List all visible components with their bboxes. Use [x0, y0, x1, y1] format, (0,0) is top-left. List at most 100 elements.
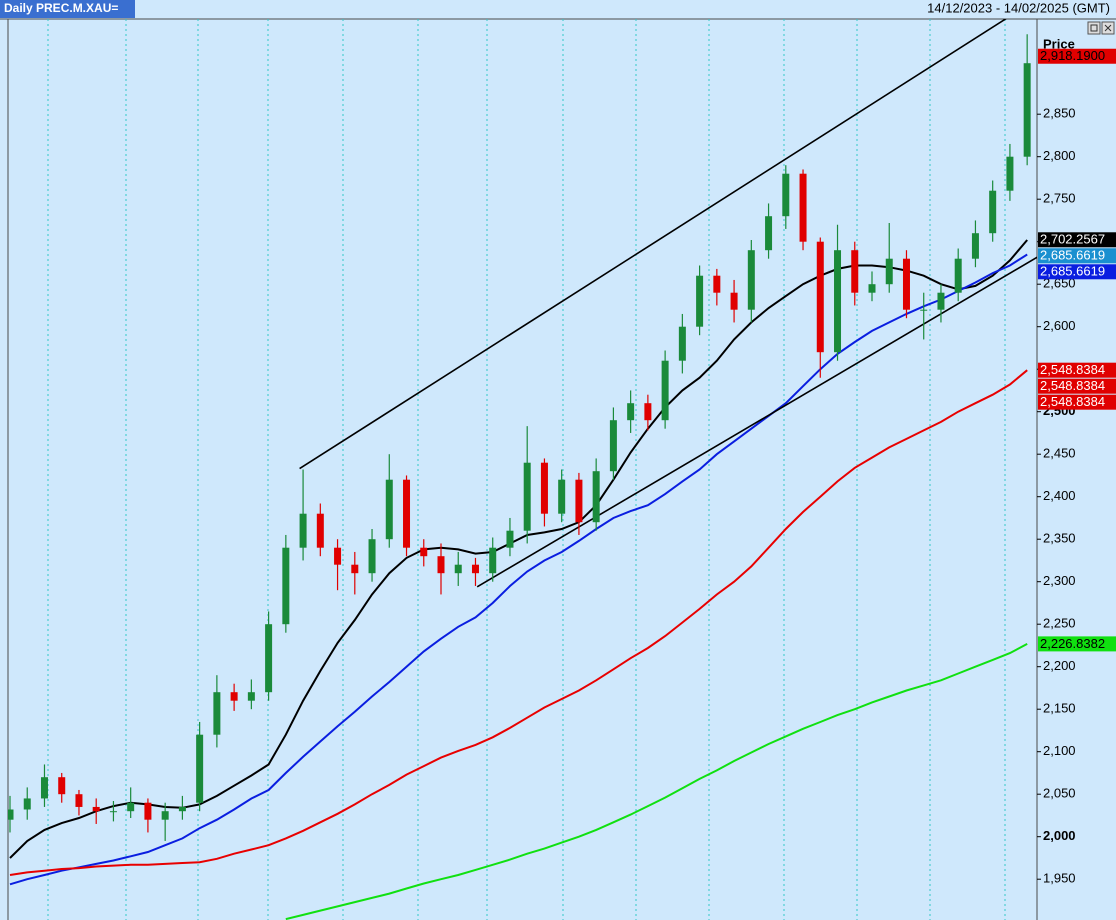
price-label: 2,548.8384	[1040, 378, 1105, 393]
trendline	[476, 256, 1037, 588]
price-label: 2,226.8382	[1040, 636, 1105, 651]
header-title-box	[0, 0, 135, 18]
close-icon	[1104, 24, 1112, 32]
candle-body	[282, 547, 290, 625]
candle-body	[506, 530, 514, 548]
price-label: 2,685.6619	[1040, 248, 1105, 263]
restore-button[interactable]	[1087, 21, 1101, 35]
candle-body	[40, 777, 48, 799]
candle-body	[403, 479, 411, 548]
price-label: 2,685.6619	[1040, 264, 1105, 279]
candle-body	[247, 692, 255, 701]
candle-body	[178, 806, 186, 812]
candle-body	[351, 564, 359, 574]
candle-body	[644, 403, 652, 421]
candle-body	[592, 471, 600, 523]
candle-body	[920, 309, 928, 311]
candle-body	[799, 173, 807, 242]
candle-body	[75, 794, 83, 807]
candle-body	[713, 275, 721, 293]
price-label: 2,702.2567	[1040, 232, 1105, 247]
y-axis-title: Price	[1043, 36, 1075, 51]
price-label-box	[1038, 394, 1116, 410]
candle-body	[782, 173, 790, 217]
candle-body	[58, 777, 66, 795]
candle-body	[144, 802, 152, 820]
candle-body	[385, 479, 393, 540]
candle-body	[575, 479, 583, 523]
candle-body	[23, 798, 31, 810]
candle-body	[954, 258, 962, 293]
price-label-box	[1038, 378, 1116, 394]
candle-body	[334, 547, 342, 565]
candle-body	[661, 360, 669, 421]
y-tick-label: 2,150	[1043, 701, 1076, 716]
candle-body	[937, 292, 945, 310]
y-tick-label: 2,250	[1043, 616, 1076, 631]
moving-average-line	[285, 643, 1028, 920]
trendline	[299, 19, 1008, 470]
candle-body	[265, 624, 273, 693]
candle-body	[1023, 63, 1031, 157]
candle-body	[851, 250, 859, 293]
price-label-box	[1038, 232, 1116, 248]
candle-body	[1006, 156, 1014, 191]
candle-body	[627, 403, 635, 421]
candle-body	[902, 258, 910, 310]
candle-body	[161, 811, 169, 820]
price-label: 2,918.1900	[1040, 48, 1105, 63]
restore-icon	[1090, 24, 1098, 32]
candle-body	[299, 513, 307, 548]
price-label-box	[1038, 362, 1116, 378]
candle-body	[420, 547, 428, 557]
candle-body	[765, 216, 773, 251]
price-axis: 1,950 2,000 2,050 2,100 2,150 2,200 2,250 2,300…	[1037, 48, 1116, 886]
candle-body	[747, 250, 755, 310]
candle-body	[885, 258, 893, 285]
candle-body	[816, 241, 824, 353]
y-tick-label: 2,100	[1043, 743, 1076, 758]
y-tick-label: 2,000	[1043, 828, 1076, 843]
y-tick-label: 1,950	[1043, 871, 1076, 886]
candle-body	[8, 809, 14, 820]
candle-body	[437, 556, 445, 574]
chart-title: Daily PREC.M.XAU=	[4, 1, 118, 15]
y-tick-label: 2,400	[1043, 488, 1076, 503]
candle-body	[196, 734, 204, 803]
y-tick-label: 2,600	[1043, 318, 1076, 333]
candle-body	[316, 513, 324, 548]
price-label-box	[1038, 264, 1116, 280]
candle-body	[868, 284, 876, 293]
candle-body	[213, 692, 221, 735]
price-label-box	[1038, 48, 1116, 64]
candle-body	[471, 564, 479, 574]
candle-body	[454, 564, 462, 574]
candle-body	[523, 462, 531, 531]
moving-average-line	[9, 369, 1028, 876]
candle-body	[540, 462, 548, 514]
candle-body	[971, 233, 979, 259]
y-tick-label: 2,300	[1043, 573, 1076, 588]
candle-body	[368, 539, 376, 574]
candle-body	[92, 806, 100, 812]
y-tick-label: 2,350	[1043, 531, 1076, 546]
candle-body	[609, 420, 617, 472]
price-label: 2,548.8384	[1040, 394, 1105, 409]
price-label-box	[1038, 636, 1116, 652]
candle-body	[230, 692, 238, 701]
candle-body	[109, 811, 117, 813]
y-tick-label: 2,850	[1043, 106, 1076, 121]
y-tick-label: 2,050	[1043, 786, 1076, 801]
candle-body	[127, 802, 135, 812]
candle-body	[678, 326, 686, 361]
candle-body	[558, 479, 566, 514]
y-tick-label: 2,450	[1043, 446, 1076, 461]
y-tick-label: 2,650	[1043, 276, 1076, 291]
header-bar	[0, 0, 1116, 18]
candle-body	[489, 547, 497, 574]
candle-body	[696, 275, 704, 327]
price-label-box	[1038, 248, 1116, 264]
candle-body	[834, 250, 842, 353]
